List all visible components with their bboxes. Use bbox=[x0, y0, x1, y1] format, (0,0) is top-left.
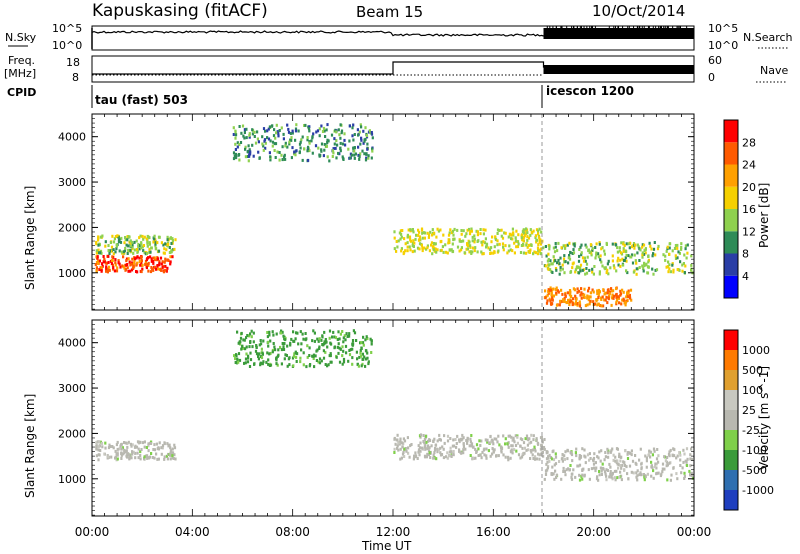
velocity-cbar-tick: 500 bbox=[742, 364, 763, 377]
colorbar-swatch bbox=[724, 186, 738, 209]
nave-tick-bottom: 0 bbox=[708, 71, 715, 84]
colorbar-swatch bbox=[724, 370, 738, 390]
colorbar-swatch bbox=[724, 209, 738, 232]
power-cbar-tick: 16 bbox=[742, 203, 756, 216]
velocity-cbar-tick: 100 bbox=[742, 384, 763, 397]
time-axis: 00:00 04:00 08:00 12:00 16:00 20:00 00:00 bbox=[75, 525, 712, 539]
power-cbar-tick: 12 bbox=[742, 225, 756, 238]
power-ylabel: Slant Range [km] bbox=[23, 186, 37, 290]
power-cbar-tick: 20 bbox=[742, 181, 756, 194]
nsearch-tick-bottom: 10^0 bbox=[708, 39, 738, 52]
power-cbar-tick: 28 bbox=[742, 136, 756, 149]
y-tick-label: 1000 bbox=[58, 473, 86, 486]
power-axes: 1000 2000 3000 4000 bbox=[58, 114, 695, 310]
cpid-mode-2: icescon 1200 bbox=[546, 84, 634, 98]
freq-trace bbox=[92, 61, 694, 76]
nave-label: Nave bbox=[760, 64, 788, 77]
colorbar-swatch bbox=[724, 120, 738, 143]
y-tick-label: 3000 bbox=[58, 382, 86, 395]
colorbar-swatch bbox=[724, 164, 738, 187]
freq-label: Freq. bbox=[8, 54, 35, 67]
colorbar-swatch bbox=[724, 253, 738, 276]
beam-label: Beam 15 bbox=[356, 3, 423, 21]
power-cbar-tick: 8 bbox=[742, 248, 749, 261]
time-tick-label: 16:00 bbox=[476, 525, 511, 539]
velocity-heatmap bbox=[95, 329, 695, 482]
cpid-mode-1: tau (fast) 503 bbox=[95, 93, 188, 107]
time-tick-label: 00:00 bbox=[75, 525, 110, 539]
velocity-colorbar: 1000 500 100 25 -25 -100 -500 -1000 bbox=[723, 329, 774, 511]
velocity-cbar-tick: -1000 bbox=[742, 484, 774, 497]
nsky-label: N.Sky bbox=[5, 31, 37, 44]
nsky-tick-bottom: 10^0 bbox=[52, 39, 82, 52]
y-tick-label: 4000 bbox=[58, 131, 86, 144]
power-colorbar: 4 8 12 16 20 24 28 bbox=[723, 119, 756, 299]
y-tick-label: 2000 bbox=[58, 427, 86, 440]
colorbar-swatch bbox=[724, 390, 738, 410]
colorbar-swatch bbox=[724, 231, 738, 254]
time-tick-label: 08:00 bbox=[275, 525, 310, 539]
colorbar-swatch bbox=[724, 275, 738, 298]
velocity-cbar-tick: -500 bbox=[742, 464, 767, 477]
colorbar-swatch bbox=[724, 350, 738, 370]
colorbar-swatch bbox=[724, 470, 738, 490]
y-tick-label: 1000 bbox=[58, 267, 86, 280]
time-tick-label: 12:00 bbox=[376, 525, 411, 539]
power-cbar-tick: 24 bbox=[742, 159, 756, 172]
velocity-axes: 1000 2000 3000 4000 bbox=[58, 320, 695, 516]
power-panel: 1000 2000 3000 4000 Slant Range [km] 4 8 12 16… bbox=[23, 113, 771, 311]
cpid-label: CPID bbox=[7, 86, 36, 99]
y-tick-label: 4000 bbox=[58, 337, 86, 350]
freq-tick-bottom: 8 bbox=[72, 71, 79, 84]
colorbar-swatch bbox=[724, 330, 738, 350]
y-tick-label: 2000 bbox=[58, 221, 86, 234]
cpid-row: CPID tau (fast) 503 icescon 1200 bbox=[7, 84, 634, 108]
nsearch-label: N.Search bbox=[743, 31, 793, 44]
xaxis-title: Time UT bbox=[361, 539, 412, 553]
time-tick-label: 00:00 bbox=[677, 525, 712, 539]
colorbar-swatch bbox=[724, 450, 738, 470]
time-tick-label: 04:00 bbox=[175, 525, 210, 539]
velocity-cbar-tick: -25 bbox=[742, 424, 760, 437]
colorbar-swatch bbox=[724, 430, 738, 450]
plot-title: Kapuskasing (fitACF) bbox=[92, 1, 268, 21]
velocity-cbar-tick: 25 bbox=[742, 404, 756, 417]
freq-unit-label: [MHz] bbox=[4, 67, 36, 80]
colorbar-swatch bbox=[724, 410, 738, 430]
velocity-panel: 1000 2000 3000 4000 Slant Range [km] 1000 50… bbox=[23, 319, 774, 517]
power-heatmap bbox=[94, 123, 694, 308]
power-cbar-label: Power [dB] bbox=[757, 183, 771, 248]
y-tick-label: 3000 bbox=[58, 176, 86, 189]
nsearch-tick-top: 10^5 bbox=[708, 22, 738, 35]
nave-tick-top: 60 bbox=[708, 54, 722, 67]
velocity-cbar-label: Velocity [m s^-1] bbox=[757, 366, 771, 470]
freq-tick-top: 18 bbox=[66, 56, 80, 69]
nsky-panel: N.Sky 10^5 10^0 N.Search 10^5 10^0 bbox=[5, 22, 793, 52]
freq-panel: Freq. [MHz] 18 8 Nave 60 0 bbox=[4, 54, 788, 84]
colorbar-swatch bbox=[724, 490, 738, 510]
time-tick-label: 20:00 bbox=[576, 525, 611, 539]
velocity-cbar-tick: -100 bbox=[742, 444, 767, 457]
colorbar-swatch bbox=[724, 142, 738, 165]
nsky-trace bbox=[91, 26, 694, 49]
nsky-tick-top: 10^5 bbox=[52, 22, 82, 35]
velocity-ylabel: Slant Range [km] bbox=[23, 394, 37, 498]
date-label: 10/Oct/2014 bbox=[592, 2, 685, 20]
velocity-cbar-tick: 1000 bbox=[742, 344, 770, 357]
power-cbar-tick: 4 bbox=[742, 270, 749, 283]
